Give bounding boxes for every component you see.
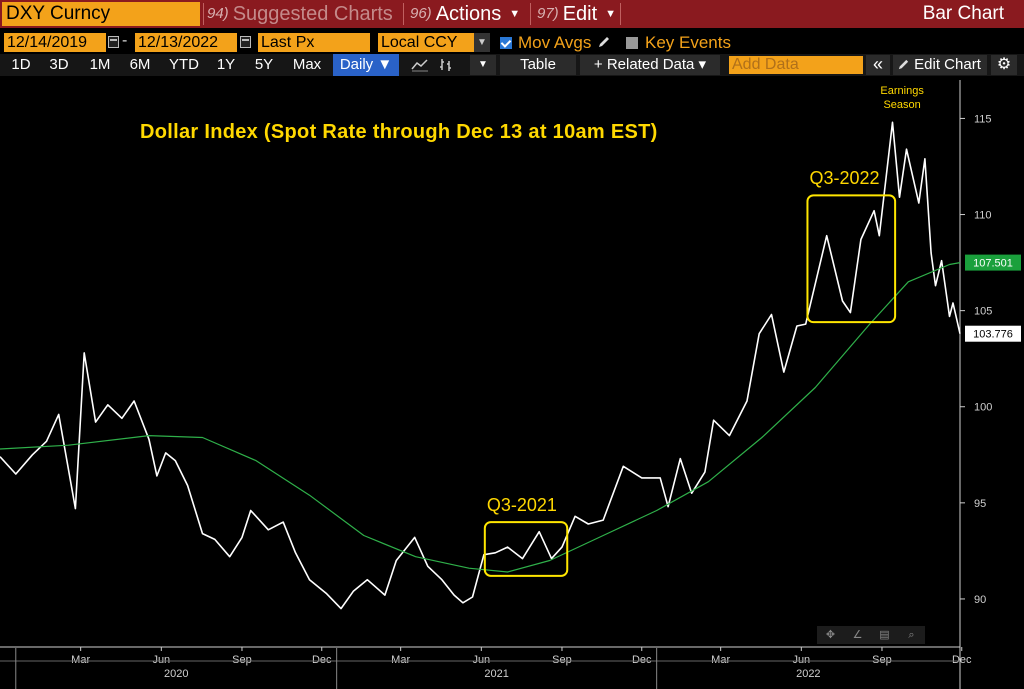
moving-average-line: [0, 262, 961, 573]
suggested-charts-button[interactable]: 94) Suggested Charts: [207, 0, 393, 28]
last-value-tag: [965, 325, 1021, 342]
x-tick-label: Dec: [312, 654, 332, 666]
value-labels: 103.776 107.501: [965, 254, 1021, 342]
last-value-label: 103.776: [973, 329, 1013, 341]
annotation-layer: [483, 194, 897, 577]
caret-down-icon: ▼: [605, 8, 617, 20]
chevron-down-icon[interactable]: ▼: [474, 33, 490, 52]
x-tick-label: Mar: [71, 654, 90, 666]
caret-down-icon: ▼: [509, 8, 521, 20]
table-button[interactable]: Table: [500, 55, 576, 75]
price-field-select[interactable]: Last Px: [258, 33, 370, 52]
annotation-box: [483, 521, 569, 577]
x-tick-label: Jun: [472, 654, 490, 666]
related-data-button[interactable]: + Related Data ▾: [580, 55, 720, 75]
suggested-charts-label: Suggested Charts: [232, 3, 393, 25]
annotation-icon[interactable]: ▤: [879, 629, 890, 641]
edit-number: 97): [537, 5, 559, 22]
line-chart-icon[interactable]: [410, 57, 430, 73]
range-1y[interactable]: 1Y: [216, 56, 236, 73]
menu-separator: [403, 3, 404, 25]
gear-icon[interactable]: ⚙: [991, 55, 1017, 75]
range-ytd[interactable]: YTD: [169, 56, 199, 73]
series-layer: [0, 121, 961, 610]
period-select[interactable]: Daily ▼: [333, 54, 399, 76]
range-5y[interactable]: 5Y: [254, 56, 274, 73]
end-date-field[interactable]: 12/13/2022: [135, 33, 237, 52]
date-range-row: 12/14/2019 - 12/13/2022 Last Px Local CC…: [0, 32, 1024, 54]
suggested-charts-number: 94): [207, 5, 229, 22]
chart-title: Dollar Index (Spot Rate through Dec 13 a…: [140, 121, 658, 143]
year-label: 2020: [164, 668, 188, 680]
y-tick-label: 110: [974, 210, 992, 222]
draw-icon[interactable]: ∠: [852, 629, 863, 641]
range-3d[interactable]: 3D: [49, 56, 69, 73]
y-axis: 90 95 100 105 110 115: [959, 80, 992, 689]
date-separator: -: [122, 32, 128, 49]
actions-menu-button[interactable]: 96) Actions ▼: [410, 0, 520, 28]
last-value-label: 107.501: [973, 258, 1013, 270]
top-bar: DXY Curncy 94) Suggested Charts 96) Acti…: [0, 0, 1024, 28]
pencil-icon[interactable]: [597, 35, 611, 49]
mov-avgs-label[interactable]: Mov Avgs: [518, 33, 592, 52]
edit-label: Edit: [562, 3, 598, 25]
x-tick-label: Sep: [552, 654, 572, 666]
toolbar: 1D 3D 1M 6M YTD 1Y 5Y Max Daily ▼ ▼ Tabl…: [0, 54, 1024, 76]
range-1m[interactable]: 1M: [89, 56, 111, 73]
actions-label: Actions: [435, 3, 502, 25]
pencil-icon: [898, 59, 909, 70]
key-events-checkbox[interactable]: [626, 37, 638, 49]
x-tick-label: Mar: [711, 654, 730, 666]
annotation-q3-2021: Q3-2021: [486, 495, 557, 516]
range-1d[interactable]: 1D: [11, 56, 31, 73]
y-tick-label: 105: [974, 306, 992, 318]
mov-avgs-checkbox[interactable]: [500, 37, 512, 49]
annotation-q3-2022: Q3-2022: [809, 168, 880, 189]
calendar-icon[interactable]: [240, 36, 251, 48]
chart-style-dropdown[interactable]: ▼: [470, 55, 496, 75]
y-tick-label: 95: [974, 498, 986, 510]
x-tick-label: Mar: [391, 654, 410, 666]
key-events-label[interactable]: Key Events: [645, 33, 731, 52]
chart-tools-bar: ✥ ∠ ▤ ⌕: [817, 626, 925, 644]
currency-select[interactable]: Local CCY: [378, 33, 474, 52]
edit-menu-button[interactable]: 97) Edit ▼: [537, 0, 616, 28]
security-ticker[interactable]: DXY Curncy: [2, 2, 200, 26]
edit-chart-label: Edit Chart: [914, 56, 981, 73]
menu-separator: [620, 3, 621, 25]
last-value-tag: [965, 254, 1021, 271]
x-tick-label: Dec: [952, 654, 972, 666]
range-max[interactable]: Max: [292, 56, 322, 73]
y-tick-label: 100: [974, 402, 992, 414]
chart-type-label[interactable]: Bar Chart: [922, 3, 1004, 24]
x-axis: Mar Jun Sep Dec Mar Jun Sep Dec Mar Jun Sep Dec 2020…: [0, 646, 972, 689]
zoom-icon[interactable]: ⌕: [908, 629, 915, 641]
x-tick-label: Dec: [632, 654, 652, 666]
year-label: 2022: [796, 668, 820, 680]
price-series-line: [0, 121, 961, 610]
calendar-icon[interactable]: [108, 36, 119, 48]
x-tick-label: Jun: [792, 654, 810, 666]
year-label: 2021: [484, 668, 508, 680]
add-data-input[interactable]: [729, 56, 863, 74]
collapse-button[interactable]: «: [866, 55, 890, 75]
menu-separator: [203, 3, 204, 25]
x-tick-label: Sep: [232, 654, 252, 666]
bar-chart-icon[interactable]: [436, 57, 456, 73]
x-tick-label: Sep: [872, 654, 892, 666]
annotation-earnings-season: Earnings Season: [880, 84, 924, 111]
actions-number: 96): [410, 5, 432, 22]
y-tick-label: 115: [974, 113, 992, 125]
start-date-field[interactable]: 12/14/2019: [4, 33, 106, 52]
move-icon[interactable]: ✥: [825, 629, 836, 641]
x-tick-label: Jun: [152, 654, 170, 666]
edit-chart-button[interactable]: Edit Chart: [893, 55, 987, 75]
price-chart[interactable]: 90 95 100 105 110 115 Mar Jun Sep Dec Mar Jun Sep De…: [0, 76, 1024, 689]
annotation-box: [806, 194, 897, 324]
menu-separator: [530, 3, 531, 25]
range-6m[interactable]: 6M: [129, 56, 151, 73]
y-tick-label: 90: [974, 594, 986, 606]
